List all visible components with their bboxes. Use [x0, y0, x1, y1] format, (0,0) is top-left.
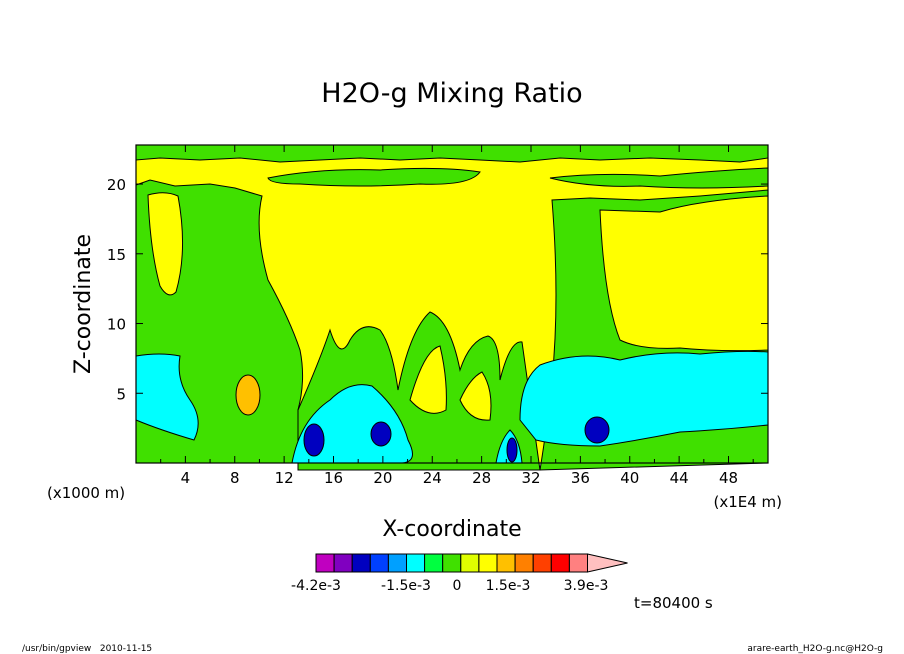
colorbar-swatch	[369, 553, 389, 573]
colorbar-swatch	[514, 553, 534, 573]
contour-cyan-right	[519, 350, 769, 447]
colorbar-swatch	[406, 553, 426, 573]
colorbar-swatch	[460, 553, 480, 573]
contour-blue-1	[303, 423, 325, 457]
y-axis-label: Z-coordinate	[71, 234, 96, 374]
colorbar-label: 3.9e-3	[564, 578, 609, 594]
x-axis: 4 8 12 16 20 24 28 32 36 40 44 48	[160, 145, 754, 487]
y-tick-label: 20	[107, 176, 126, 194]
contour-middle-yellow-2	[459, 371, 492, 421]
contour-left-yellow-tongue	[147, 192, 183, 296]
colorbar-swatch	[424, 553, 444, 573]
footer-right: arare-earth_H2O-g.nc@H2O-g	[747, 644, 883, 654]
contour-top-blob	[267, 167, 481, 187]
contour-blue-2	[370, 421, 392, 447]
colorbar-swatch	[550, 553, 570, 573]
x-tick-label: 20	[373, 469, 392, 487]
y-tick-label: 15	[107, 246, 126, 264]
x-tick-label: 36	[571, 469, 590, 487]
colorbar-swatch	[478, 553, 498, 573]
colorbar-swatch	[568, 553, 589, 573]
y-axis: 5 10 15 20	[107, 176, 768, 403]
contour-blue-3	[506, 437, 518, 463]
x-tick-label: 24	[423, 469, 442, 487]
colorbar-extension-triangle	[587, 553, 628, 573]
colorbar-swatch	[532, 553, 552, 573]
time-label: t=80400 s	[634, 594, 713, 612]
colorbar-label: -4.2e-3	[291, 578, 341, 594]
colorbar-swatch	[387, 553, 407, 573]
x-tick-label: 40	[620, 469, 639, 487]
x-unit-right: (x1E4 m)	[713, 493, 782, 511]
x-tick-label: 16	[324, 469, 343, 487]
colorbar-labels: -4.2e-3 -1.5e-3 0 1.5e-3 3.9e-3	[291, 578, 608, 594]
colorbar-swatch	[315, 553, 335, 573]
contour-orange-1	[235, 374, 261, 416]
x-tick-label: 8	[230, 469, 240, 487]
colorbar-swatch	[442, 553, 462, 573]
x-tick-label: 32	[521, 469, 540, 487]
y-tick-label: 5	[116, 385, 126, 403]
x-tick-label: 48	[719, 469, 738, 487]
colorbar-swatch	[351, 553, 371, 573]
x-unit-left: (x1000 m)	[47, 484, 125, 502]
x-tick-label: 44	[670, 469, 689, 487]
x-axis-label: X-coordinate	[382, 517, 521, 542]
contour-right-yellow-tongue	[599, 195, 769, 352]
contour-middle-yellow-1	[409, 345, 447, 414]
footer-left: /usr/bin/gpview 2010-11-15	[22, 644, 152, 654]
x-tick-label: 12	[275, 469, 294, 487]
contour-top-band	[135, 144, 769, 163]
contour-cyan-left	[135, 353, 199, 441]
contour-blue-4	[584, 416, 610, 444]
chart-title: H2O-g Mixing Ratio	[321, 78, 582, 109]
colorbar-swatch	[333, 553, 353, 573]
plot-area	[135, 144, 769, 471]
x-tick-label: 4	[181, 469, 191, 487]
colorbar-swatch	[496, 553, 516, 573]
plot-frame	[135, 144, 769, 464]
y-tick-label: 10	[107, 316, 126, 334]
colorbar-label: 0	[453, 578, 462, 594]
x-tick-label: 28	[472, 469, 491, 487]
colorbar-label: 1.5e-3	[486, 578, 531, 594]
colorbar-label: -1.5e-3	[381, 578, 431, 594]
colorbar	[315, 553, 628, 573]
